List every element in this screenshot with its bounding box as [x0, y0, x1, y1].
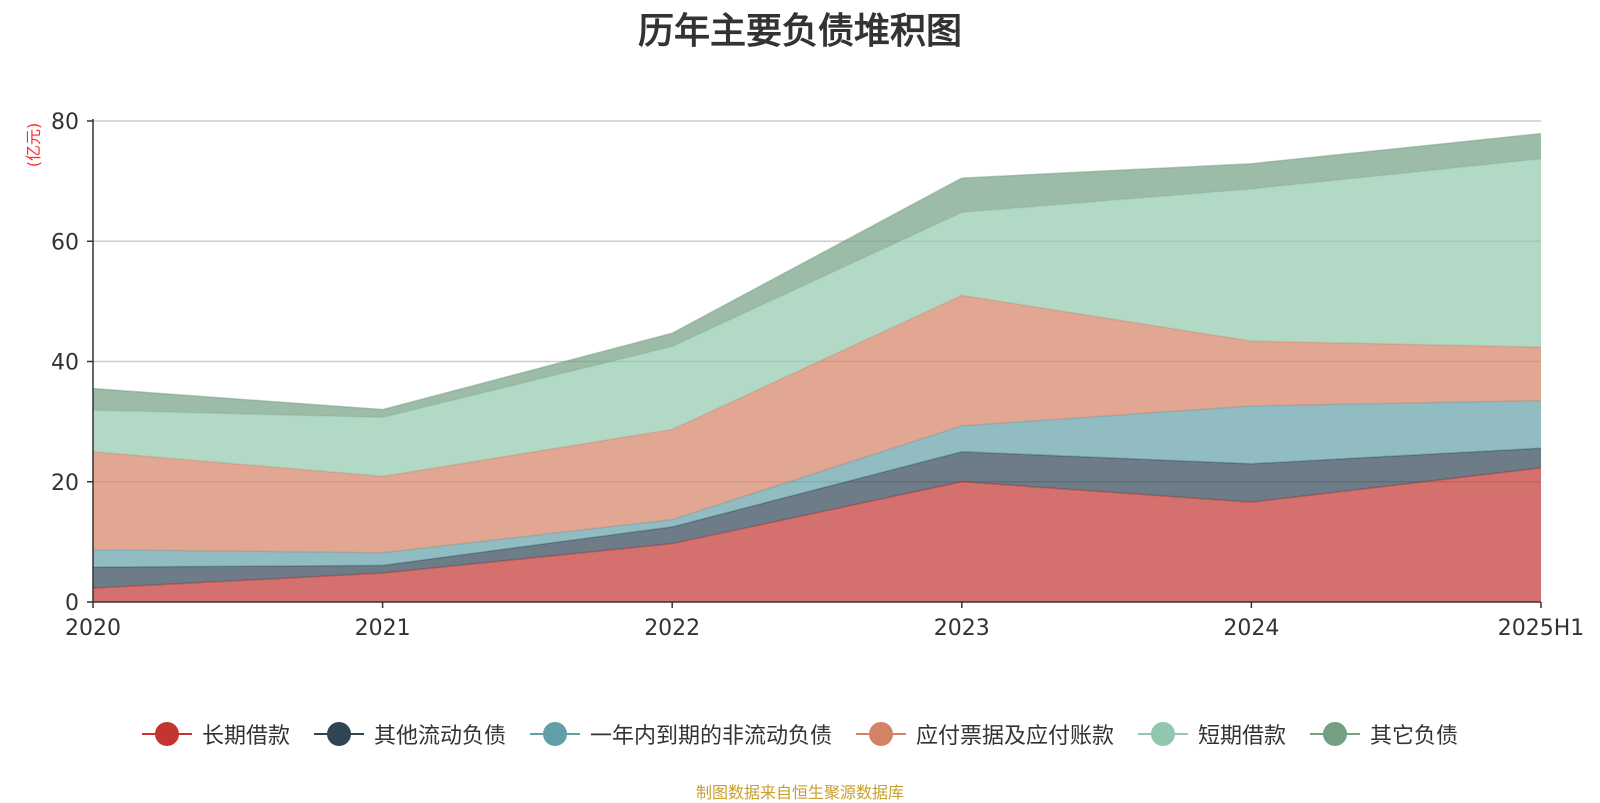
x-tick-label: 2024: [1223, 616, 1279, 641]
legend-item[interactable]: 其它负债: [1310, 718, 1458, 750]
legend-marker-icon: [529, 721, 580, 747]
legend-marker-icon: [141, 721, 192, 747]
x-tick-label: 2022: [644, 616, 700, 641]
area-series-line-5: [92, 132, 1542, 411]
chart-title: 历年主要负债堆积图: [637, 11, 962, 52]
legend-marker-icon: [1310, 721, 1361, 747]
legend-label: 一年内到期的非流动负债: [589, 724, 832, 749]
y-tick-label: 80: [51, 110, 79, 135]
legend-marker-icon: [856, 721, 906, 747]
legend-label: 长期借款: [201, 724, 290, 749]
legend-label: 其它负债: [1370, 724, 1459, 749]
area-series-0: [93, 467, 1541, 602]
y-tick-label: 20: [51, 471, 79, 496]
chart-legend: 长期借款 其他流动负债 一年内到期的非流动负债 应付票据及应付账款 短期借款 其它负债: [0, 718, 1600, 750]
legend-label: 应付票据及应付账款: [916, 724, 1115, 749]
legend-label: 短期借款: [1198, 724, 1287, 749]
area-series-4: [93, 158, 1541, 477]
legend-label: 其他流动负债: [373, 724, 506, 749]
x-tick-label: 2023: [934, 616, 990, 641]
area-series-2: [93, 400, 1541, 568]
y-tick-label: 60: [51, 230, 79, 255]
area-series-3: [93, 295, 1541, 553]
legend-item[interactable]: 一年内到期的非流动负债: [529, 718, 832, 750]
legend-item[interactable]: 应付票据及应付账款: [856, 718, 1114, 750]
legend-item[interactable]: 长期借款: [141, 718, 290, 750]
y-tick-label: 40: [51, 351, 79, 376]
x-tick-label: 2021: [355, 616, 411, 641]
legend-marker-icon: [1138, 721, 1189, 747]
data-source-note: 制图数据来自恒生聚源数据库: [695, 783, 904, 802]
area-series-5: [93, 133, 1541, 418]
area-series-1: [93, 448, 1541, 589]
x-tick-label: 2025H1: [1498, 616, 1585, 641]
legend-marker-icon: [313, 721, 364, 747]
legend-item[interactable]: 其他流动负债: [313, 718, 506, 750]
x-tick-label: 2020: [65, 616, 121, 641]
legend-item[interactable]: 短期借款: [1138, 718, 1286, 750]
y-tick-label: 0: [65, 591, 79, 616]
stacked-area-chart: 0 20 40 60 80 2020 2021 2022 2023 2024 2025H1: [51, 110, 1585, 641]
